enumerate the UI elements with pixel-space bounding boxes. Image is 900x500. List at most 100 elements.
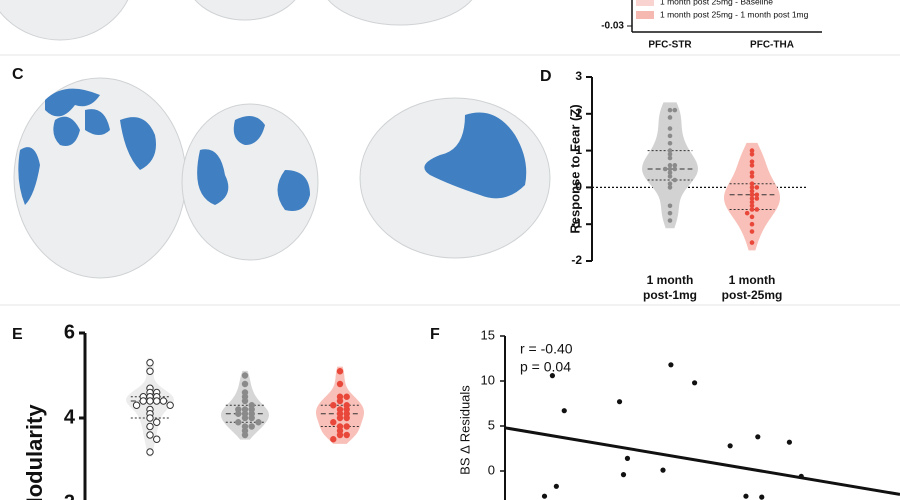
data-point (749, 170, 755, 175)
brain-axial (13, 77, 187, 279)
data-point (667, 181, 673, 187)
data-point (241, 414, 249, 422)
y-tick-label: -1 (571, 216, 582, 230)
data-point (241, 397, 249, 405)
data-point (749, 174, 755, 179)
data-point (692, 380, 698, 386)
y-axis-label: BS Δ Residuals (457, 385, 472, 475)
data-point (624, 455, 631, 461)
data-point (672, 177, 678, 183)
data-point (235, 410, 242, 417)
y-tick-label: 4 (64, 406, 76, 428)
y-tick-label: 2 (575, 106, 582, 120)
data-point (561, 408, 567, 414)
data-point (749, 229, 755, 234)
data-point (330, 436, 337, 443)
data-point (146, 397, 154, 405)
data-point (667, 185, 673, 190)
data-point (749, 181, 755, 187)
brain-partial (0, 0, 473, 41)
legend-swatch (636, 0, 654, 6)
data-point (749, 148, 755, 153)
y-tick-label: 0 (488, 462, 495, 477)
data-point (667, 170, 673, 175)
data-point (749, 199, 755, 205)
data-point (667, 140, 673, 146)
data-point (549, 373, 556, 379)
data-point (749, 159, 755, 164)
data-point (672, 163, 678, 168)
data-point (744, 210, 750, 216)
data-point (255, 419, 262, 426)
data-point (343, 423, 350, 430)
panel-label: F (430, 326, 440, 343)
data-point (343, 393, 350, 400)
annotation: p = 0.04 (520, 359, 571, 375)
data-point (336, 368, 344, 375)
data-point (667, 218, 673, 223)
data-point (667, 133, 673, 139)
data-point (146, 448, 154, 456)
annotation: r = -0.40 (520, 341, 573, 357)
data-point (153, 418, 161, 426)
y-tick-label: 6 (64, 321, 75, 343)
legend-label: 1 month post 25mg - Baseline (660, 0, 773, 6)
brain-sagittal (359, 97, 551, 259)
data-point (235, 419, 242, 426)
data-point (749, 240, 755, 245)
data-point (336, 380, 344, 388)
brain-coronal (181, 103, 319, 261)
y-axis-label: Response to Fear (Z) (567, 104, 582, 233)
data-point (798, 473, 804, 479)
y-tick-label: 1 (575, 143, 582, 157)
data-point (132, 401, 141, 409)
data-point (336, 397, 344, 405)
data-point (553, 483, 559, 489)
data-point (620, 472, 627, 478)
data-point (667, 203, 673, 209)
data-point (241, 380, 249, 388)
data-point (749, 192, 755, 198)
fit-line (504, 426, 900, 496)
data-point (343, 431, 350, 439)
data-point (248, 414, 255, 422)
data-point (662, 166, 668, 172)
data-point (667, 210, 673, 216)
data-point (667, 155, 673, 161)
data-point (146, 422, 154, 431)
y-tick-label: 5 (488, 417, 495, 432)
data-point (159, 397, 168, 405)
panel-label: D (540, 68, 552, 85)
data-point (146, 431, 154, 439)
data-point (166, 401, 174, 409)
data-point (754, 207, 760, 212)
data-point (667, 126, 673, 131)
x-tick-label: 1 month post-1mg (643, 273, 697, 302)
panel-label: E (12, 326, 23, 343)
data-point (330, 419, 337, 426)
data-point (749, 221, 755, 227)
data-point (754, 192, 760, 198)
data-point (146, 414, 154, 422)
data-point (616, 399, 623, 405)
data-point (667, 174, 673, 179)
data-point (343, 414, 350, 422)
violin (316, 366, 364, 444)
x-tick-label: 1 month post-25mg (722, 273, 783, 302)
data-point (759, 494, 765, 500)
data-point (754, 196, 760, 201)
data-point (541, 493, 548, 499)
data-point (749, 163, 755, 168)
data-point (749, 214, 755, 220)
data-point (667, 115, 673, 120)
data-point (786, 439, 793, 445)
y-axis-label: Modularity (22, 404, 47, 500)
y-tick-label: 10 (481, 372, 495, 387)
data-point (241, 372, 249, 379)
data-point (749, 188, 755, 194)
data-point (241, 431, 249, 439)
data-point (139, 397, 147, 405)
data-point (336, 414, 344, 422)
